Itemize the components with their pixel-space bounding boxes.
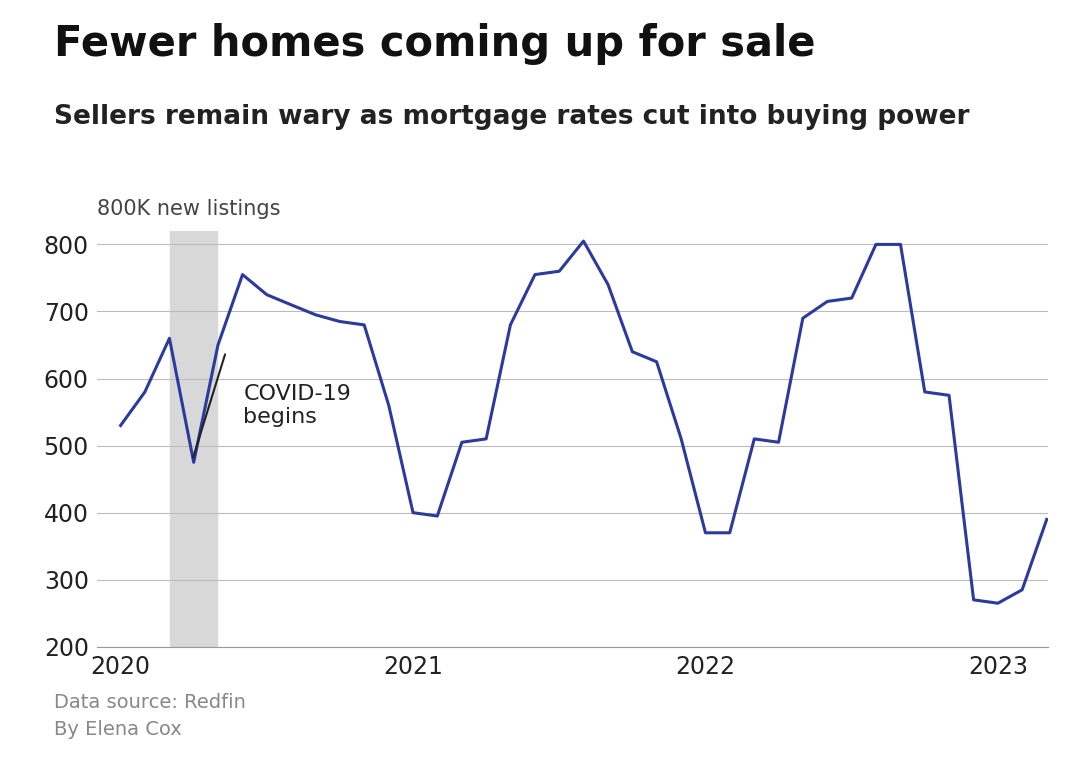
Text: Data source: Redfin: Data source: Redfin xyxy=(54,693,246,712)
Text: Fewer homes coming up for sale: Fewer homes coming up for sale xyxy=(54,23,815,65)
Text: 800K new listings: 800K new listings xyxy=(97,199,281,219)
Text: COVID-19
begins: COVID-19 begins xyxy=(243,383,351,427)
Text: Sellers remain wary as mortgage rates cut into buying power: Sellers remain wary as mortgage rates cu… xyxy=(54,104,970,130)
Bar xyxy=(171,231,217,647)
Text: By Elena Cox: By Elena Cox xyxy=(54,720,181,739)
